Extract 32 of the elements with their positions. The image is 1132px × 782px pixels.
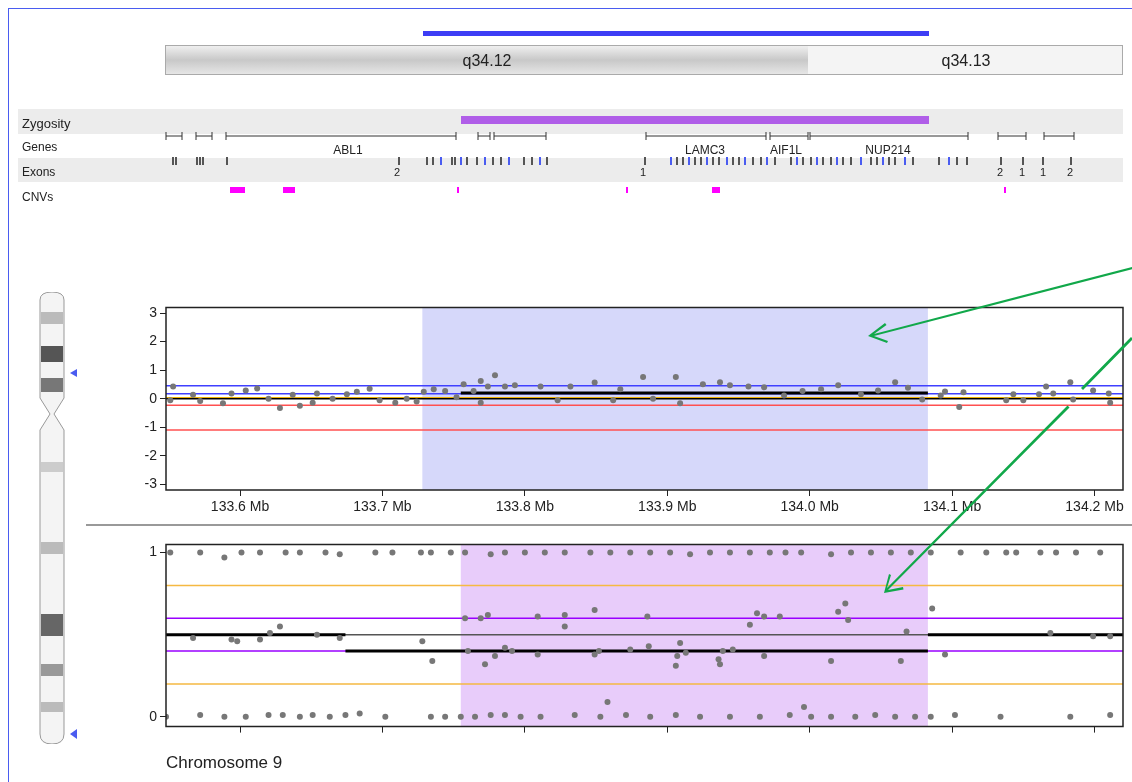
y-tick-label: -1 — [144, 418, 158, 435]
text: q34.12 — [462, 52, 512, 69]
x-tick-label: 133.9 Mb — [638, 498, 697, 515]
text: AIF1L — [769, 143, 803, 157]
text: Zygosity — [22, 116, 71, 131]
text: ABL1 — [333, 143, 363, 157]
x-tick-label: 133.6 Mb — [210, 498, 270, 515]
y-tick-label: 1 — [149, 543, 158, 560]
y-tick-label: -3 — [144, 475, 158, 492]
text: LAMC3 — [684, 143, 726, 157]
text: Genes — [22, 140, 58, 154]
text: 2 — [393, 166, 401, 178]
x-tick-label: 133.7 Mb — [353, 498, 412, 515]
y-tick-label: 0 — [149, 707, 158, 724]
y-tick-label: 1 — [149, 361, 158, 378]
x-tick-label: 134.2 Mb — [1065, 498, 1124, 515]
text: 2 — [996, 166, 1004, 178]
text: q34.13 — [941, 52, 991, 69]
y-tick-label: -2 — [144, 446, 158, 463]
y-tick-label: 2 — [149, 332, 158, 349]
text: NUP214 — [865, 143, 911, 157]
text: 1 — [639, 166, 647, 178]
text: 1 — [1018, 166, 1026, 178]
y-tick-label: 0 — [149, 389, 158, 406]
y-tick-label: 3 — [149, 303, 158, 320]
text: CNVs — [22, 190, 54, 204]
text: 1 — [1039, 166, 1047, 178]
x-tick-label: 134.0 Mb — [780, 498, 840, 515]
text: 2 — [1066, 166, 1074, 178]
text: Chromosome 9 — [166, 753, 283, 772]
x-tick-label: 133.8 Mb — [495, 498, 555, 515]
text: Exons — [22, 165, 56, 179]
